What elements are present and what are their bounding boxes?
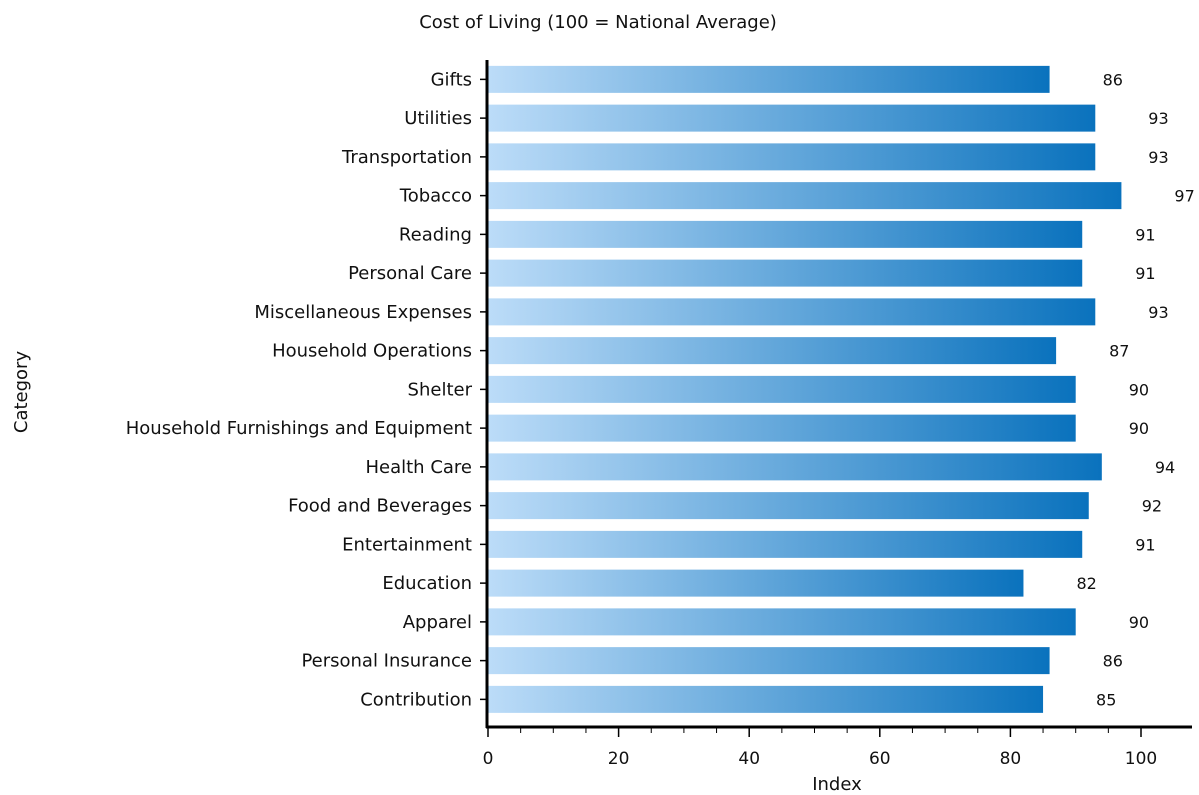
category-label-reading: Reading (399, 224, 472, 245)
value-label-miscellaneous-expenses: 93 (1148, 303, 1168, 322)
x-tick-label-80: 80 (1000, 749, 1022, 769)
bar-gifts (488, 65, 1050, 93)
value-label-tobacco: 97 (1174, 187, 1194, 206)
bar-health-care (488, 453, 1102, 481)
value-label-gifts: 86 (1103, 70, 1123, 89)
bar-utilities (488, 104, 1096, 132)
value-label-household-operations: 87 (1109, 342, 1129, 361)
bars-group (488, 65, 1122, 713)
category-label-gifts: Gifts (431, 69, 472, 90)
value-label-household-furnishings-and-equipment: 90 (1129, 419, 1149, 438)
bar-contribution (488, 685, 1044, 713)
category-label-apparel: Apparel (403, 612, 472, 633)
category-label-transportation: Transportation (341, 147, 472, 168)
bar-personal-care (488, 259, 1083, 287)
bar-transportation (488, 143, 1096, 171)
category-label-food-and-beverages: Food and Beverages (288, 496, 472, 517)
value-label-reading: 91 (1135, 225, 1155, 244)
category-label-household-operations: Household Operations (272, 341, 472, 362)
x-axis-title: Index (812, 774, 862, 795)
category-labels-group: Gifts Utilities Transportation Tobacco Readi… (126, 69, 473, 710)
bar-household-furnishings-and-equipment (488, 414, 1076, 442)
value-label-apparel: 90 (1129, 613, 1149, 632)
bar-shelter (488, 375, 1076, 403)
category-label-miscellaneous-expenses: Miscellaneous Expenses (254, 302, 472, 323)
bar-entertainment (488, 530, 1083, 558)
value-label-food-and-beverages: 92 (1142, 497, 1162, 516)
value-label-utilities: 93 (1148, 109, 1168, 128)
category-label-shelter: Shelter (408, 379, 473, 400)
x-tick-label-100: 100 (1125, 749, 1157, 769)
category-label-household-furnishings-and-equipment: Household Furnishings and Equipment (126, 418, 472, 439)
value-label-transportation: 93 (1148, 148, 1168, 167)
value-label-contribution: 85 (1096, 690, 1116, 709)
bar-education (488, 569, 1024, 597)
value-label-entertainment: 91 (1135, 535, 1155, 554)
bar-household-operations (488, 337, 1057, 365)
category-label-tobacco: Tobacco (399, 186, 472, 207)
bar-reading (488, 220, 1083, 248)
category-label-health-care: Health Care (365, 457, 472, 478)
bar-tobacco (488, 182, 1122, 210)
category-label-contribution: Contribution (360, 689, 472, 710)
value-label-shelter: 90 (1129, 380, 1149, 399)
x-ticks-group: 0 20 40 60 80 100 (483, 727, 1157, 769)
category-label-entertainment: Entertainment (342, 534, 472, 555)
y-axis-title: Category (11, 351, 32, 434)
value-label-personal-insurance: 86 (1103, 652, 1123, 671)
x-tick-label-60: 60 (869, 749, 891, 769)
chart-title: Cost of Living (100 = National Average) (419, 12, 777, 33)
category-label-education: Education (382, 573, 472, 594)
x-tick-label-20: 20 (608, 749, 630, 769)
bar-personal-insurance (488, 647, 1050, 675)
x-tick-label-40: 40 (738, 749, 760, 769)
value-label-health-care: 94 (1155, 458, 1175, 477)
x-tick-label-0: 0 (483, 749, 494, 769)
bar-apparel (488, 608, 1076, 636)
bar-miscellaneous-expenses (488, 298, 1096, 326)
bar-food-and-beverages (488, 492, 1089, 520)
value-label-education: 82 (1076, 574, 1096, 593)
category-label-personal-care: Personal Care (348, 263, 472, 284)
category-label-utilities: Utilities (404, 108, 472, 129)
category-label-personal-insurance: Personal Insurance (301, 651, 472, 672)
value-label-personal-care: 91 (1135, 264, 1155, 283)
